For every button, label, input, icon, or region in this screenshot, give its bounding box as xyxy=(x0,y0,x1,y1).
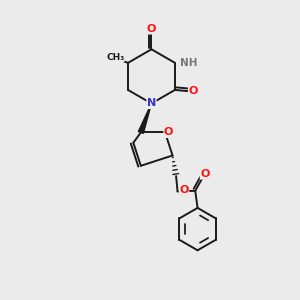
Text: O: O xyxy=(179,184,189,195)
Polygon shape xyxy=(138,103,152,134)
Text: CH₃: CH₃ xyxy=(106,53,124,62)
Text: O: O xyxy=(164,128,173,137)
Text: O: O xyxy=(147,24,156,34)
Text: O: O xyxy=(200,169,210,179)
Text: O: O xyxy=(188,86,198,96)
Text: NH: NH xyxy=(180,58,198,68)
Text: N: N xyxy=(147,98,156,109)
